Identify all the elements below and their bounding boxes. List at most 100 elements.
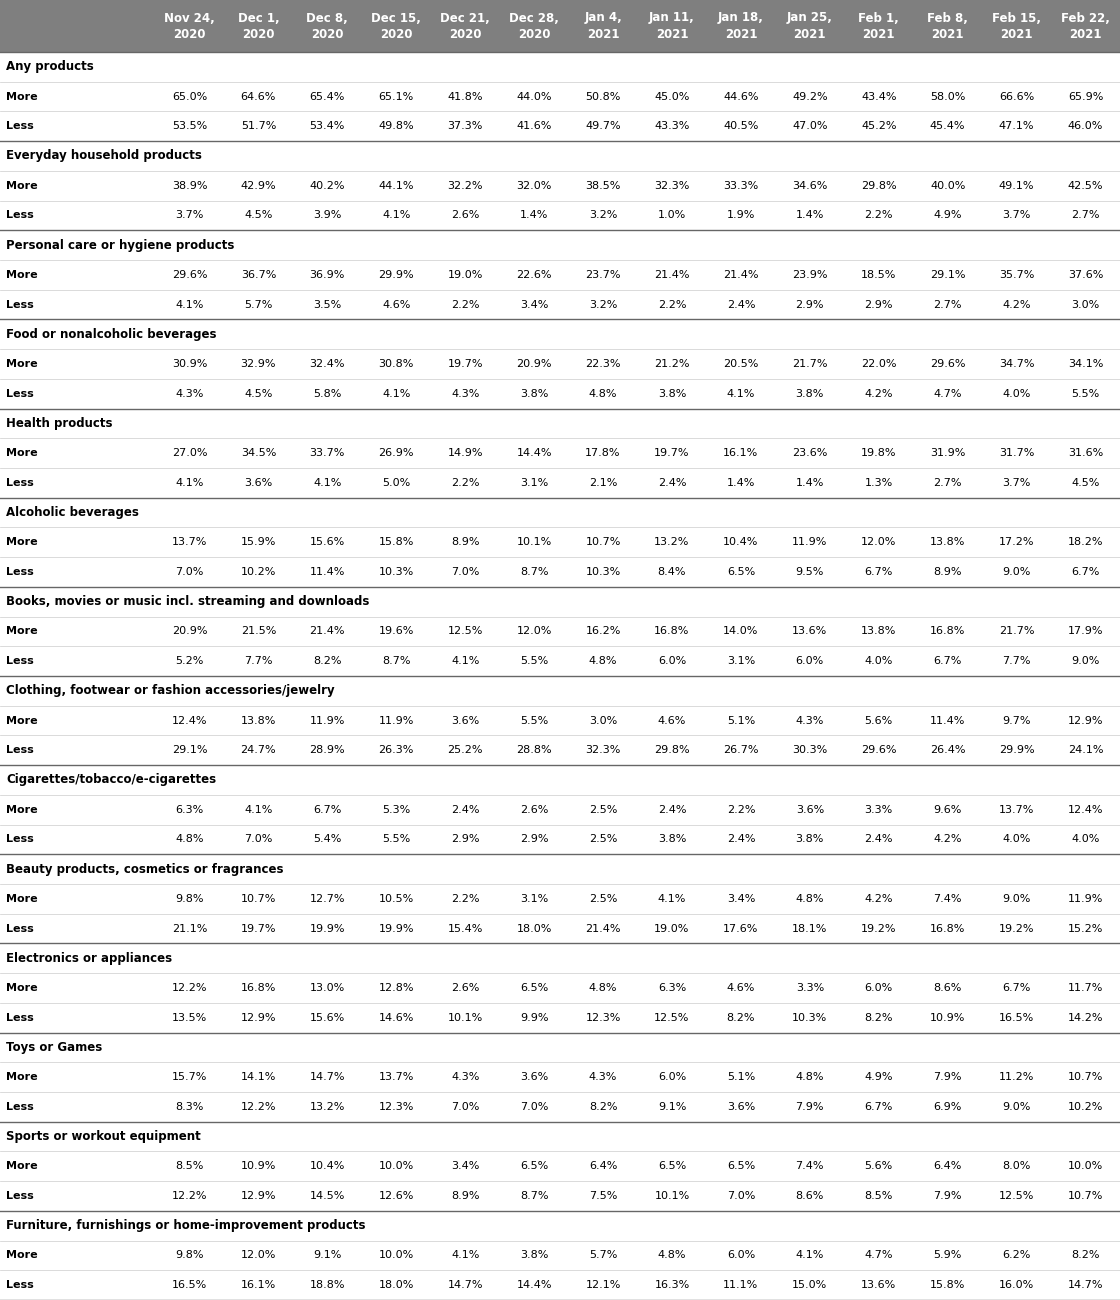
Text: 16.5%: 16.5% bbox=[999, 1013, 1034, 1023]
Text: 10.0%: 10.0% bbox=[379, 1251, 414, 1261]
Text: 29.1%: 29.1% bbox=[930, 270, 965, 280]
Text: 24.7%: 24.7% bbox=[241, 745, 277, 755]
Text: 2.4%: 2.4% bbox=[865, 835, 893, 845]
Text: 12.1%: 12.1% bbox=[586, 1280, 620, 1290]
Text: 6.2%: 6.2% bbox=[1002, 1251, 1030, 1261]
Text: Less: Less bbox=[6, 745, 34, 755]
Text: 25.2%: 25.2% bbox=[447, 745, 483, 755]
Bar bbox=[0, 1210, 1120, 1240]
Text: 1.4%: 1.4% bbox=[795, 478, 824, 488]
Text: 2.2%: 2.2% bbox=[657, 299, 687, 309]
Text: 16.3%: 16.3% bbox=[654, 1280, 690, 1290]
Text: 31.6%: 31.6% bbox=[1067, 448, 1103, 458]
Text: 18.8%: 18.8% bbox=[309, 1280, 345, 1290]
Text: 12.3%: 12.3% bbox=[379, 1102, 414, 1111]
Text: 6.5%: 6.5% bbox=[727, 1161, 755, 1171]
Text: 4.1%: 4.1% bbox=[244, 805, 272, 815]
Text: 40.2%: 40.2% bbox=[309, 181, 345, 191]
Text: 28.8%: 28.8% bbox=[516, 745, 552, 755]
Text: 2.7%: 2.7% bbox=[933, 478, 962, 488]
Text: 6.4%: 6.4% bbox=[933, 1161, 962, 1171]
Text: 8.2%: 8.2% bbox=[865, 1013, 893, 1023]
Text: 4.1%: 4.1% bbox=[175, 299, 204, 309]
Text: More: More bbox=[6, 715, 38, 725]
Text: 26.3%: 26.3% bbox=[379, 745, 414, 755]
Text: 40.0%: 40.0% bbox=[930, 181, 965, 191]
Text: 7.7%: 7.7% bbox=[244, 656, 272, 666]
Text: 7.9%: 7.9% bbox=[795, 1102, 824, 1111]
Text: Electronics or appliances: Electronics or appliances bbox=[6, 952, 172, 965]
Text: 17.2%: 17.2% bbox=[999, 537, 1035, 547]
Text: 18.0%: 18.0% bbox=[379, 1280, 414, 1290]
Bar bbox=[0, 112, 1120, 142]
Bar bbox=[0, 82, 1120, 112]
Text: 11.9%: 11.9% bbox=[1067, 894, 1103, 904]
Text: 33.7%: 33.7% bbox=[309, 448, 345, 458]
Text: Dec 21,
2020: Dec 21, 2020 bbox=[440, 12, 491, 40]
Text: 36.9%: 36.9% bbox=[309, 270, 345, 280]
Text: 7.0%: 7.0% bbox=[175, 567, 204, 577]
Text: 8.9%: 8.9% bbox=[451, 1191, 479, 1201]
Text: 4.2%: 4.2% bbox=[933, 835, 962, 845]
Text: 37.3%: 37.3% bbox=[448, 121, 483, 131]
Text: Feb 8,
2021: Feb 8, 2021 bbox=[927, 12, 968, 40]
Text: 15.6%: 15.6% bbox=[310, 1013, 345, 1023]
Text: 10.3%: 10.3% bbox=[586, 567, 620, 577]
Text: 9.0%: 9.0% bbox=[1072, 656, 1100, 666]
Text: 4.5%: 4.5% bbox=[244, 211, 272, 221]
Text: 4.0%: 4.0% bbox=[865, 656, 893, 666]
Text: More: More bbox=[6, 91, 38, 101]
Text: 3.3%: 3.3% bbox=[865, 805, 893, 815]
Text: 11.9%: 11.9% bbox=[379, 715, 414, 725]
Text: Clothing, footwear or fashion accessories/jewelry: Clothing, footwear or fashion accessorie… bbox=[6, 684, 335, 697]
Text: 11.4%: 11.4% bbox=[930, 715, 965, 725]
Text: 5.5%: 5.5% bbox=[1072, 389, 1100, 399]
Text: 12.9%: 12.9% bbox=[241, 1191, 277, 1201]
Text: More: More bbox=[6, 537, 38, 547]
Text: 2.2%: 2.2% bbox=[451, 894, 479, 904]
Text: 3.6%: 3.6% bbox=[520, 1072, 548, 1082]
Bar bbox=[0, 468, 1120, 498]
Text: 15.8%: 15.8% bbox=[379, 537, 414, 547]
Text: 7.0%: 7.0% bbox=[451, 567, 479, 577]
Text: More: More bbox=[6, 627, 38, 637]
Text: 16.8%: 16.8% bbox=[241, 983, 277, 993]
Text: 4.5%: 4.5% bbox=[1072, 478, 1100, 488]
Text: 16.1%: 16.1% bbox=[724, 448, 758, 458]
Bar bbox=[0, 378, 1120, 408]
Text: 10.7%: 10.7% bbox=[1067, 1191, 1103, 1201]
Bar bbox=[0, 1182, 1120, 1210]
Text: 10.1%: 10.1% bbox=[516, 537, 552, 547]
Bar bbox=[0, 558, 1120, 586]
Text: 2.6%: 2.6% bbox=[520, 805, 549, 815]
Text: More: More bbox=[6, 359, 38, 369]
Text: 7.5%: 7.5% bbox=[589, 1191, 617, 1201]
Text: 3.8%: 3.8% bbox=[520, 389, 549, 399]
Bar bbox=[0, 1152, 1120, 1182]
Text: 12.0%: 12.0% bbox=[516, 627, 552, 637]
Text: 5.9%: 5.9% bbox=[933, 1251, 962, 1261]
Text: 21.4%: 21.4% bbox=[724, 270, 758, 280]
Text: 19.0%: 19.0% bbox=[654, 923, 690, 933]
Text: Less: Less bbox=[6, 121, 34, 131]
Text: 4.8%: 4.8% bbox=[795, 894, 824, 904]
Text: 4.8%: 4.8% bbox=[795, 1072, 824, 1082]
Text: 21.4%: 21.4% bbox=[586, 923, 620, 933]
Text: 31.7%: 31.7% bbox=[999, 448, 1034, 458]
Text: 21.1%: 21.1% bbox=[171, 923, 207, 933]
Text: 3.4%: 3.4% bbox=[451, 1161, 479, 1171]
Text: 8.0%: 8.0% bbox=[1002, 1161, 1030, 1171]
Text: 6.5%: 6.5% bbox=[657, 1161, 687, 1171]
Text: 12.8%: 12.8% bbox=[379, 983, 414, 993]
Text: 3.1%: 3.1% bbox=[520, 894, 548, 904]
Text: 10.4%: 10.4% bbox=[309, 1161, 345, 1171]
Text: 9.0%: 9.0% bbox=[1002, 894, 1030, 904]
Text: 36.7%: 36.7% bbox=[241, 270, 277, 280]
Text: 15.6%: 15.6% bbox=[310, 537, 345, 547]
Text: 18.0%: 18.0% bbox=[516, 923, 552, 933]
Text: More: More bbox=[6, 1161, 38, 1171]
Text: 14.4%: 14.4% bbox=[516, 448, 552, 458]
Text: 15.0%: 15.0% bbox=[792, 1280, 828, 1290]
Text: 5.6%: 5.6% bbox=[865, 1161, 893, 1171]
Text: 34.5%: 34.5% bbox=[241, 448, 277, 458]
